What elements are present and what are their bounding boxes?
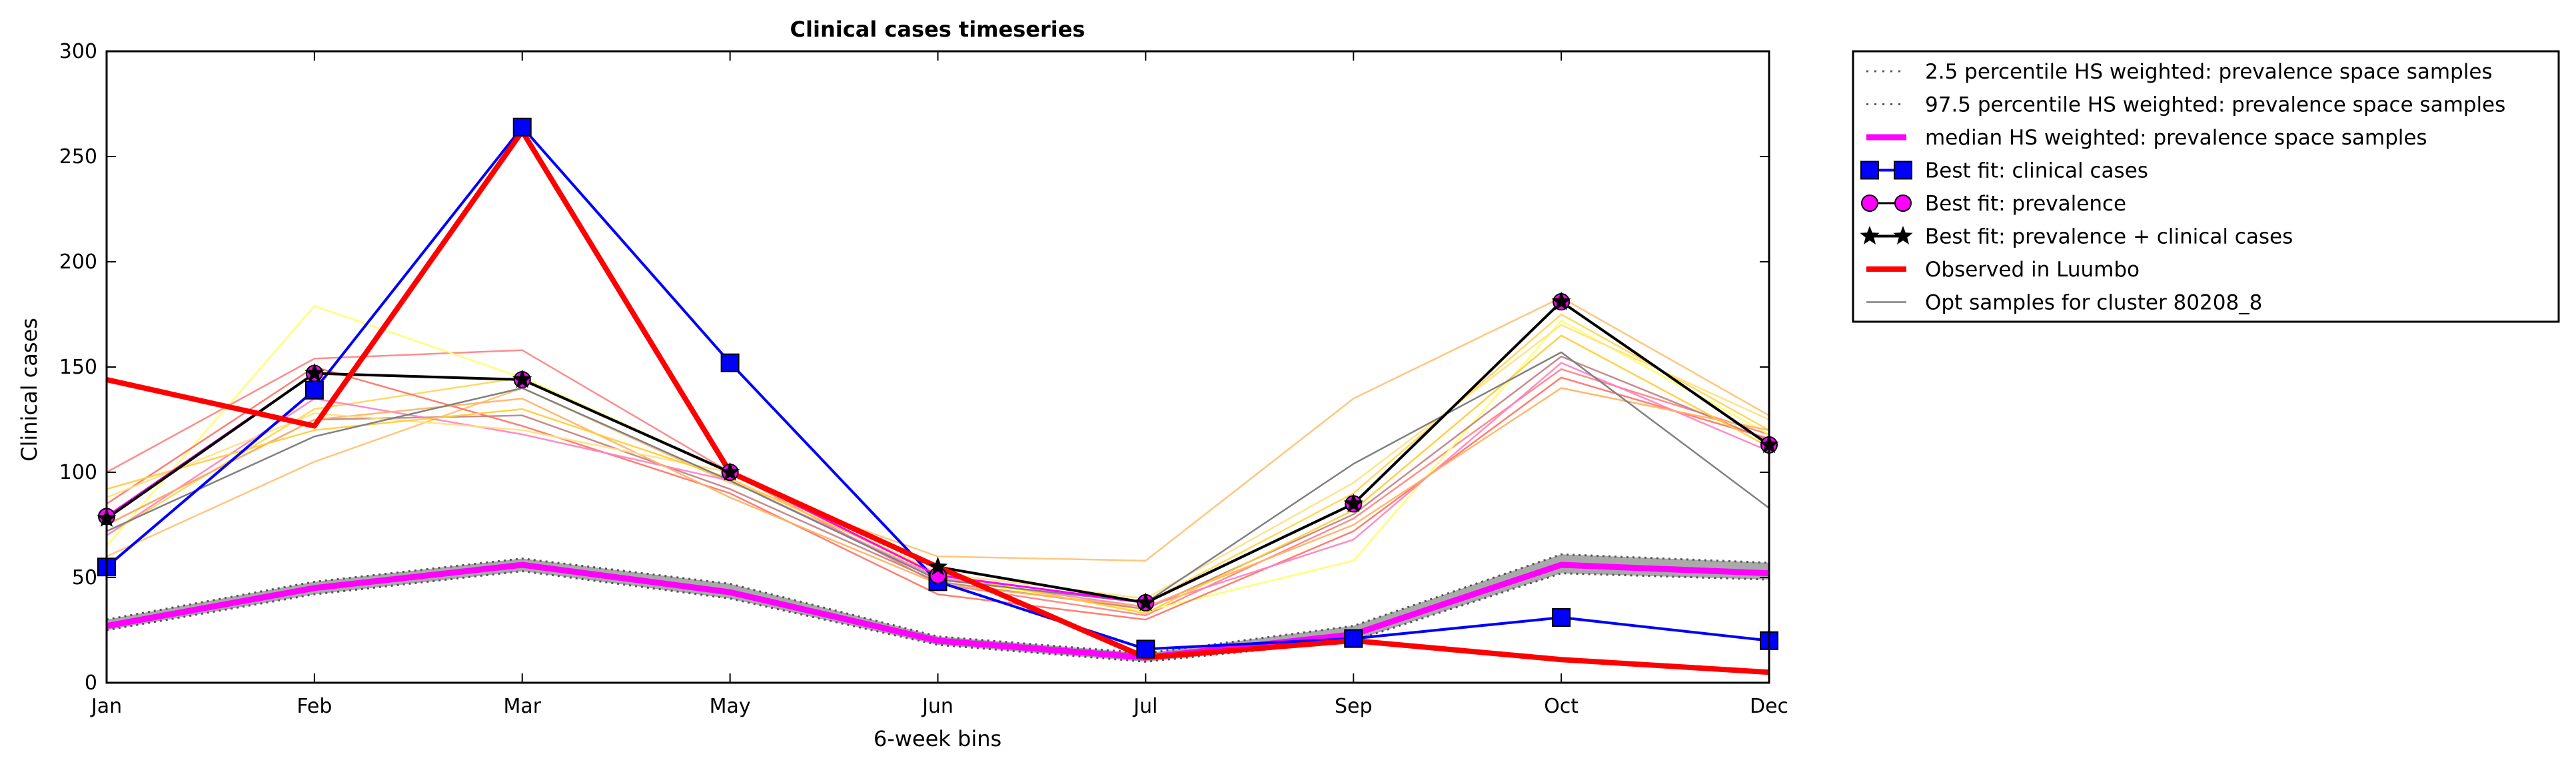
legend-label: Opt samples for cluster 80208_8 [1925,291,2262,315]
chart-title: Clinical cases timeseries [790,17,1085,42]
y-tick-label: 200 [59,250,97,274]
best-clinical-point [512,117,532,137]
best-clinical-point [305,380,324,400]
legend-label: Observed in Luumbo [1925,258,2140,282]
x-tick-label: Mar [503,695,541,718]
median-line [106,562,1770,661]
opt-sample-line-4 [106,296,1770,562]
best-clinical-point [720,353,740,372]
best-combined-point [720,462,740,481]
legend-label: median HS weighted: prevalence space sam… [1925,126,2427,150]
legend-label: Best fit: clinical cases [1925,159,2148,183]
best-combined-point [1135,592,1156,611]
best-combined-point [305,363,324,382]
x-tick-label: Jun [921,695,954,718]
x-tick-label: Jul [1132,695,1157,718]
opt-sample-line-6 [106,366,1770,621]
best-combined-point [1343,494,1363,512]
legend-label: Best fit: prevalence [1925,192,2126,216]
x-tick-label: Oct [1544,695,1579,718]
x-tick-label: Feb [297,695,332,718]
x-tick-label: Jan [90,695,122,718]
y-tick-label: 0 [85,671,97,695]
legend-frame [1852,50,2560,323]
x-tick-label: Dec [1750,695,1788,718]
y-tick-label: 100 [59,461,97,484]
legend-swatch-marker [1893,226,1913,244]
best-clinical-point [1136,639,1155,659]
plot-area: 0 50 100 150 200 250 300 Jan Feb Mar May Jun Jul Sep O… [59,40,1788,718]
best-combined-point [1551,291,1571,310]
y-tick-label: 300 [59,40,97,63]
legend-swatch-marker [1860,226,1880,244]
legend-label: Best fit: prevalence + clinical cases [1925,225,2293,249]
best-clinical-point [1552,608,1571,627]
y-tick-label: 150 [59,356,97,379]
best-clinical-point [1344,629,1363,648]
legend-swatch-marker [1861,194,1878,212]
legend: 2.5 percentile HS weighted: prevalence s… [1852,50,2560,323]
legend-swatch-marker [1894,194,1912,212]
x-tick-label: May [710,695,751,718]
best-combined-point [928,556,948,576]
legend-label: 2.5 percentile HS weighted: prevalence s… [1925,60,2493,84]
y-tick-label: 250 [59,145,97,169]
y-axis-title: Clinical cases [17,318,42,462]
legend-swatch-marker [1860,161,1879,180]
best-combined-point [512,369,532,388]
legend-label: 97.5 percentile HS weighted: prevalence … [1925,93,2505,117]
x-tick-label: Sep [1335,695,1373,718]
legend-swatch-marker [1894,161,1912,180]
x-axis-title: 6-week bins [874,726,1001,751]
observed-line [106,129,1770,675]
y-tick-label: 50 [72,566,97,589]
